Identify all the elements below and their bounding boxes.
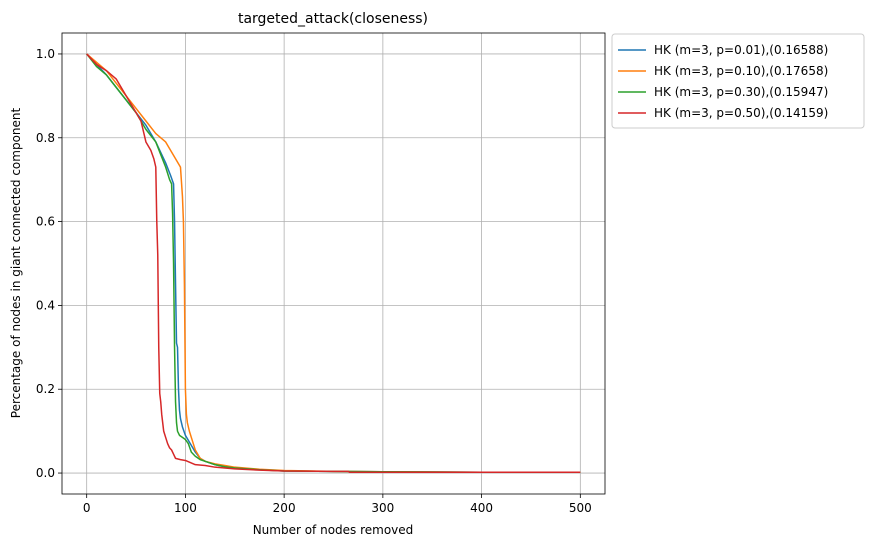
x-tick-label: 400	[470, 501, 493, 515]
legend-label-2: HK (m=3, p=0.10),(0.17658)	[654, 64, 828, 78]
y-ticks: 0.0 0.2 0.4 0.6 0.8 1.0	[36, 47, 62, 480]
y-tick-label: 1.0	[36, 47, 55, 61]
series-layer	[86, 53, 581, 473]
grid	[62, 33, 605, 494]
legend-label-1: HK (m=3, p=0.01),(0.16588)	[654, 43, 828, 57]
chart-title: targeted_attack(closeness)	[238, 11, 428, 27]
plot-area	[62, 33, 605, 494]
x-tick-label: 0	[83, 501, 91, 515]
y-tick-label: 0.8	[36, 131, 55, 145]
y-axis-label: Percentage of nodes in giant connected c…	[9, 107, 23, 418]
plot-frame	[61, 32, 606, 495]
legend: HK (m=3, p=0.01),(0.16588) HK (m=3, p=0.1…	[611, 33, 865, 129]
series-line-4	[86, 53, 581, 473]
x-tick-label: 500	[569, 501, 592, 515]
x-tick-label: 200	[273, 501, 296, 515]
y-tick-label: 0.0	[36, 466, 55, 480]
x-ticks: 0 100 200 300 400 500	[83, 494, 592, 515]
x-tick-label: 300	[371, 501, 394, 515]
x-tick-label: 100	[174, 501, 197, 515]
y-tick-label: 0.4	[36, 298, 55, 312]
x-axis-label: Number of nodes removed	[253, 523, 414, 537]
y-tick-label: 0.6	[36, 215, 55, 229]
legend-label-4: HK (m=3, p=0.50),(0.14159)	[654, 106, 828, 120]
legend-frame	[611, 33, 865, 129]
legend-label-3: HK (m=3, p=0.30),(0.15947)	[654, 85, 828, 99]
y-tick-label: 0.2	[36, 382, 55, 396]
